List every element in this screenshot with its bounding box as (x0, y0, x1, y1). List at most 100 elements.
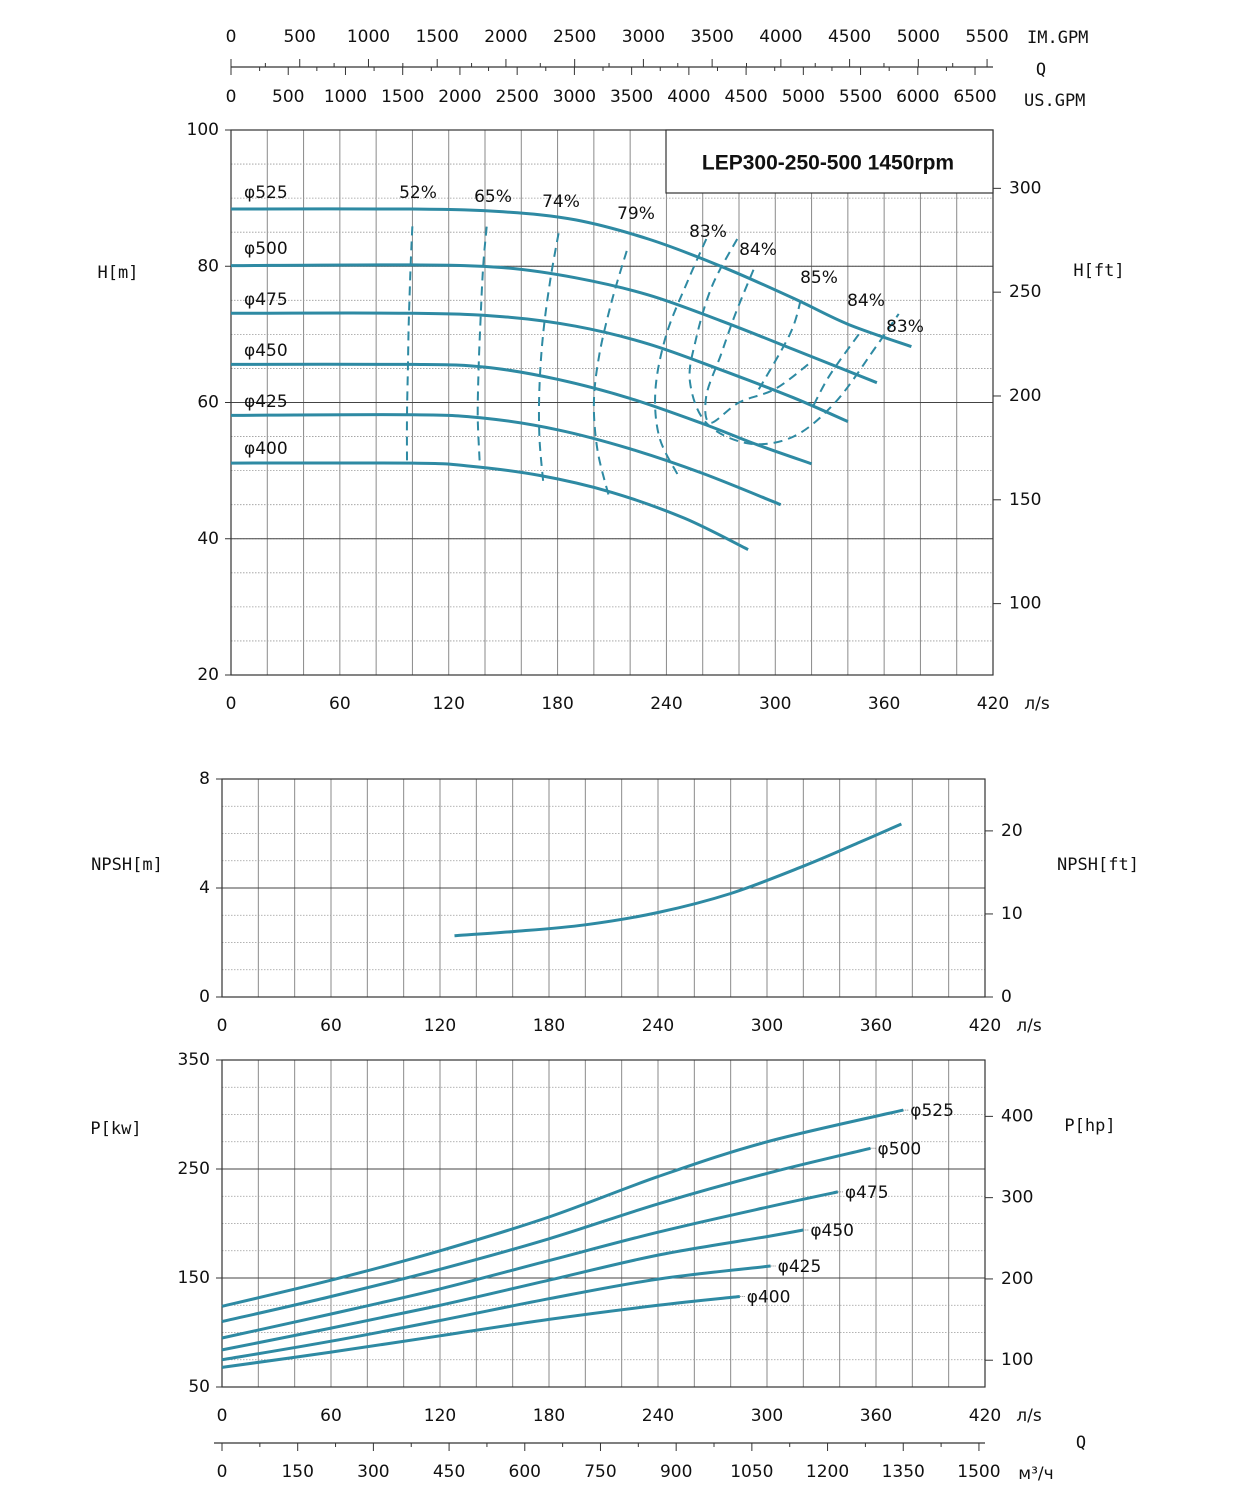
im-gpm-tick-label: 1000 (347, 27, 390, 47)
x-tick-label: 60 (320, 1016, 342, 1036)
head-panel: 20 40 60 80 100 100 150 200 250 300 0 60 120 180 240 30… (98, 120, 1125, 714)
im-gpm-tick-label: 4500 (828, 27, 871, 47)
y-tick-label: 40 (197, 529, 219, 549)
power-curve (221, 1108, 904, 1308)
x-tick-label: 120 (424, 1406, 456, 1426)
power-curve-label: φ525 (910, 1101, 954, 1121)
y-tick-label: 60 (197, 393, 219, 413)
x-tick-label: 300 (759, 694, 791, 714)
y-right-tick-label: 20 (1001, 821, 1023, 841)
im-gpm-tick-label: 5500 (965, 27, 1008, 47)
im-gpm-axis-label: IM.GPM (1027, 28, 1088, 48)
efficiency-line (704, 269, 813, 424)
efficiency-line (405, 225, 414, 461)
x-tick-label: 120 (432, 694, 464, 714)
y-tick-label: 0 (199, 987, 210, 1007)
efficiency-label: 85% (800, 268, 838, 288)
m3h-tick-label: 1050 (730, 1462, 773, 1482)
y-right-tick-label: 250 (1009, 282, 1041, 302)
im-gpm-tick-label: 4000 (759, 27, 802, 47)
efficiency-line (756, 299, 802, 393)
head-curve (230, 362, 813, 466)
efficiency-label: 84% (847, 291, 885, 311)
us-gpm-tick-label: 6000 (896, 87, 939, 107)
x-tick-label: 420 (977, 694, 1009, 714)
x-axis-unit-label: л/s (1016, 1406, 1042, 1426)
m3h-tick-label: 1500 (957, 1462, 1000, 1482)
x-tick-label: 240 (650, 694, 682, 714)
y-right-axis-label: NPSH[ft] (1057, 855, 1139, 875)
npsh-panel: 0 4 8 0 10 20 0 60 120 180 240 300 360 420 л/s NPSH[m] N… (91, 769, 1139, 1036)
y-right-tick-label: 200 (1001, 1269, 1033, 1289)
x-tick-label: 180 (541, 694, 573, 714)
us-gpm-tick-label: 3500 (610, 87, 653, 107)
x-tick-label: 360 (860, 1406, 892, 1426)
x-tick-label: 240 (642, 1406, 674, 1426)
x-tick-label: 60 (329, 694, 351, 714)
y-tick-label: 80 (197, 256, 219, 276)
efficiency-line (654, 238, 708, 475)
y-right-tick-label: 0 (1001, 987, 1012, 1007)
efficiency-label: 84% (739, 240, 777, 260)
power-curve-label: φ400 (747, 1288, 791, 1308)
head-curve (230, 263, 878, 385)
x-tick-label: 0 (226, 694, 237, 714)
us-gpm-axis-label: US.GPM (1024, 91, 1085, 111)
y-tick-label: 50 (188, 1377, 210, 1397)
power-curve (221, 1295, 740, 1369)
y-tick-label: 350 (178, 1050, 210, 1070)
us-gpm-tick-label: 1500 (381, 87, 424, 107)
power-curve-label: φ475 (845, 1183, 889, 1203)
x-tick-label: 300 (751, 1016, 783, 1036)
us-gpm-tick-label: 4000 (667, 87, 710, 107)
y-right-axis-label: P[hp] (1064, 1116, 1115, 1136)
y-axis-label: H[m] (98, 263, 139, 283)
us-gpm-tick-label: 500 (272, 87, 304, 107)
m3h-tick-label: 1350 (882, 1462, 925, 1482)
power-curve-label: φ450 (810, 1221, 854, 1241)
head-curve-label: φ525 (244, 183, 288, 203)
x-tick-label: 0 (217, 1016, 228, 1036)
im-gpm-tick-label: 0 (226, 27, 237, 47)
x-tick-label: 360 (860, 1016, 892, 1036)
head-curve (230, 207, 912, 349)
us-gpm-tick-label: 5000 (782, 87, 825, 107)
us-gpm-tick-label: 2000 (438, 87, 481, 107)
head-curve (230, 311, 849, 423)
y-tick-label: 8 (199, 769, 210, 789)
power-panel: 50 150 250 350 100 200 300 400 0 60 120 180 240 300 36… (90, 1050, 1115, 1426)
x-tick-label: 120 (424, 1016, 456, 1036)
x-tick-label: 180 (533, 1406, 565, 1426)
us-gpm-tick-label: 0 (226, 87, 237, 107)
efficiency-label: 83% (886, 317, 924, 337)
y-right-tick-label: 100 (1001, 1350, 1033, 1370)
us-gpm-tick-label: 4500 (724, 87, 767, 107)
power-curve-label: φ500 (878, 1139, 922, 1159)
y-right-tick-label: 100 (1009, 594, 1041, 614)
y-right-tick-label: 300 (1009, 178, 1041, 198)
x-tick-label: 60 (320, 1406, 342, 1426)
m3h-tick-label: 450 (433, 1462, 465, 1482)
x-tick-label: 360 (868, 694, 900, 714)
m3h-tick-label: 1200 (806, 1462, 849, 1482)
m3h-tick-label: 0 (217, 1462, 228, 1482)
head-curve (230, 413, 782, 507)
x-tick-label: 300 (751, 1406, 783, 1426)
bottom-q-label: Q (1076, 1433, 1086, 1453)
x-axis-unit-label: л/s (1024, 694, 1050, 714)
im-gpm-tick-label: 2500 (553, 27, 596, 47)
y-right-tick-label: 300 (1001, 1188, 1033, 1208)
us-gpm-tick-label: 5500 (839, 87, 882, 107)
y-tick-label: 4 (199, 878, 210, 898)
power-curve (221, 1146, 871, 1324)
im-gpm-tick-label: 1500 (416, 27, 459, 47)
m3h-tick-label: 300 (357, 1462, 389, 1482)
efficiency-label: 74% (542, 192, 580, 212)
head-curve-label: φ450 (244, 341, 288, 361)
y-right-tick-label: 10 (1001, 904, 1023, 924)
power-curve (221, 1264, 771, 1362)
m3h-tick-label: 600 (509, 1462, 541, 1482)
im-gpm-tick-label: 2000 (484, 27, 527, 47)
